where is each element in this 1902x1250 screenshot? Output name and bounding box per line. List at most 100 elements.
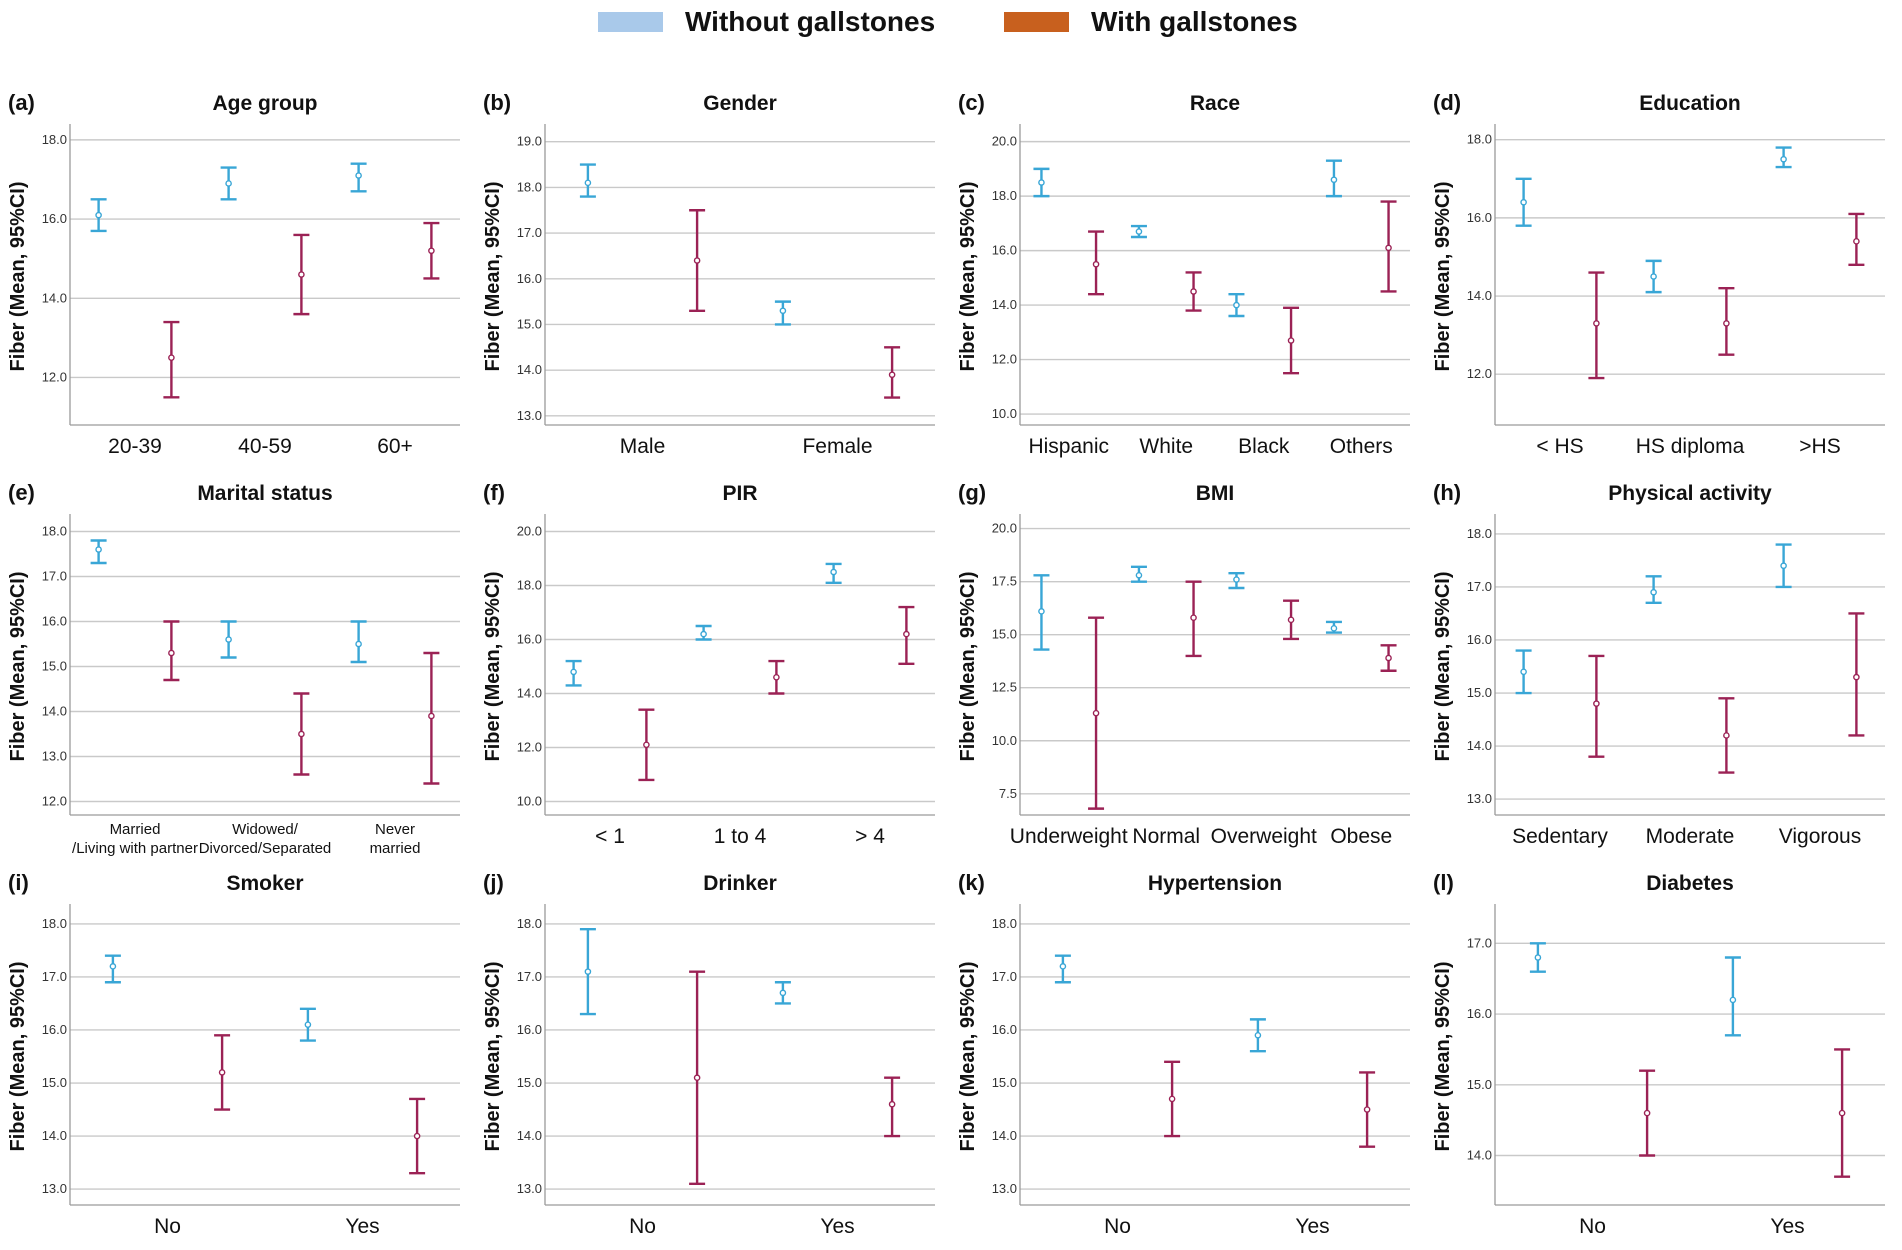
panel-drinker: (j) Drinker Fiber (Mean, 95%CI) 13.0 14.0 15.… — [475, 860, 950, 1250]
chart-title: Age group — [213, 92, 318, 115]
chart-title: BMI — [1196, 482, 1235, 505]
errorbar-without-widowed-divorced-separated — [220, 620, 237, 659]
errorbar-with-4 — [898, 605, 915, 666]
errorbar-with-1 — [638, 708, 655, 782]
y-tick-label: 17.5 — [992, 574, 1017, 589]
y-tick-label: 12.5 — [992, 680, 1017, 695]
errorbar-without-hispanic — [1033, 167, 1050, 198]
y-tick-label: 12.0 — [517, 740, 542, 755]
errorbar-without-yes — [1249, 1018, 1266, 1053]
x-tick-label: >HS — [1799, 435, 1840, 458]
chart-title: Smoker — [226, 872, 303, 895]
x-tick-label: Female — [802, 435, 872, 458]
y-tick-label: 18.0 — [517, 578, 542, 593]
x-tick-label: No — [1104, 1215, 1131, 1238]
errorbar-without-sedentary — [1515, 649, 1532, 695]
errorbar-without-yes — [1724, 956, 1741, 1037]
y-tick-label: 13.0 — [42, 749, 67, 764]
y-tick-label: 16.0 — [42, 614, 67, 629]
errorbar-with-yes — [409, 1097, 426, 1175]
y-tick-label: 10.0 — [517, 794, 542, 809]
y-tick-label: 17.0 — [992, 969, 1017, 984]
y-tick-label: 14.0 — [1467, 288, 1492, 303]
x-tick-label: Vigorous — [1779, 825, 1862, 848]
panel-letter: (d) — [1433, 90, 1461, 115]
chart-title: PIR — [722, 482, 757, 505]
x-tick-label: White — [1139, 435, 1193, 458]
panel-race: (c) Race Fiber (Mean, 95%CI) 10.0 12.0 14.0 16… — [950, 80, 1425, 470]
errorbar-without-vigorous — [1775, 543, 1792, 589]
chart-marital-status: (e) Marital status Fiber (Mean, 95%CI) 12.0… — [7, 480, 460, 857]
y-tick-label: 15.0 — [992, 627, 1017, 642]
x-tick-label: Never married — [370, 821, 421, 857]
y-tick-label: 14.0 — [517, 686, 542, 701]
y-tick-label: 16.0 — [42, 211, 67, 226]
chart-title: Diabetes — [1646, 872, 1734, 895]
x-tick-label: Hispanic — [1028, 435, 1109, 458]
x-tick-label: 20-39 — [108, 435, 162, 458]
errorbar-with-vigorous — [1848, 612, 1865, 737]
legend-swatch-without — [598, 12, 663, 32]
y-tick-label: 20.0 — [992, 521, 1017, 536]
errorbar-without-60 — [350, 162, 367, 193]
errorbar-with-yes — [1359, 1071, 1376, 1148]
y-tick-label: 14.0 — [1467, 738, 1492, 753]
y-tick-label: 14.0 — [42, 290, 67, 305]
errorbar-with-never-married — [423, 651, 440, 785]
errorbar-with-60 — [423, 221, 440, 280]
y-tick-label: 17.0 — [1467, 935, 1492, 950]
y-axis-label: Fiber (Mean, 95%CI) — [482, 961, 504, 1151]
panel-letter: (c) — [958, 90, 985, 115]
errorbar-without-black — [1228, 293, 1245, 318]
errorbar-with-yes — [884, 1076, 901, 1138]
panel-letter: (e) — [8, 480, 35, 505]
x-tick-label: Yes — [820, 1215, 854, 1238]
errorbar-without-obese — [1325, 620, 1342, 634]
legend: Without gallstones With gallstones — [0, 0, 1902, 50]
errorbar-without-married-living-with-partner — [90, 539, 107, 565]
y-tick-label: 20.0 — [992, 134, 1017, 149]
errorbar-without-hs — [1775, 146, 1792, 169]
x-tick-label: Others — [1330, 435, 1393, 458]
y-tick-label: 18.0 — [42, 524, 67, 539]
y-axis-label: Fiber (Mean, 95%CI) — [7, 181, 29, 371]
y-tick-label: 15.0 — [42, 659, 67, 674]
y-tick-label: 18.0 — [1467, 526, 1492, 541]
chart-gender: (b) Gender Fiber (Mean, 95%CI) 13.0 14.0 15.0… — [482, 90, 935, 458]
x-tick-label: < HS — [1536, 435, 1583, 458]
errorbar-with-male — [689, 209, 706, 312]
errorbar-without-no — [579, 928, 596, 1016]
errorbar-with-no — [1164, 1060, 1181, 1138]
y-tick-label: 16.0 — [1467, 1006, 1492, 1021]
y-tick-label: 18.0 — [42, 132, 67, 147]
y-tick-label: 16.0 — [517, 1022, 542, 1037]
panel-letter: (f) — [483, 480, 505, 505]
panel-letter: (a) — [8, 90, 35, 115]
y-tick-label: 13.0 — [517, 408, 542, 423]
errorbar-with-no — [1639, 1069, 1656, 1157]
y-tick-label: 16.0 — [42, 1022, 67, 1037]
y-tick-label: 7.5 — [999, 786, 1017, 801]
errorbar-without-never-married — [350, 620, 367, 664]
errorbar-without-white — [1130, 224, 1147, 239]
errorbar-without-normal — [1130, 565, 1147, 583]
errorbar-with-normal — [1185, 580, 1202, 658]
y-tick-label: 14.0 — [517, 362, 542, 377]
chart-title: Drinker — [703, 872, 777, 895]
panel-diabetes: (l) Diabetes Fiber (Mean, 95%CI) 14.0 15.0 16… — [1425, 860, 1900, 1250]
y-tick-label: 12.0 — [992, 352, 1017, 367]
errorbar-with-hs — [1588, 271, 1605, 380]
errorbar-without-yes — [299, 1007, 316, 1042]
errorbar-without-no — [104, 954, 121, 984]
errorbar-with-sedentary — [1588, 654, 1605, 758]
errorbar-with-hs — [1848, 212, 1865, 266]
errorbar-with-overweight — [1283, 599, 1300, 641]
x-tick-label: Yes — [1295, 1215, 1329, 1238]
errorbar-without-moderate — [1645, 575, 1662, 605]
errorbar-with-others — [1380, 200, 1397, 293]
y-tick-label: 12.0 — [1467, 366, 1492, 381]
y-tick-label: 17.0 — [517, 225, 542, 240]
errorbar-without-40-59 — [220, 166, 237, 201]
chart-education: (d) Education Fiber (Mean, 95%CI) 12.0 14.0 1… — [1432, 90, 1885, 458]
